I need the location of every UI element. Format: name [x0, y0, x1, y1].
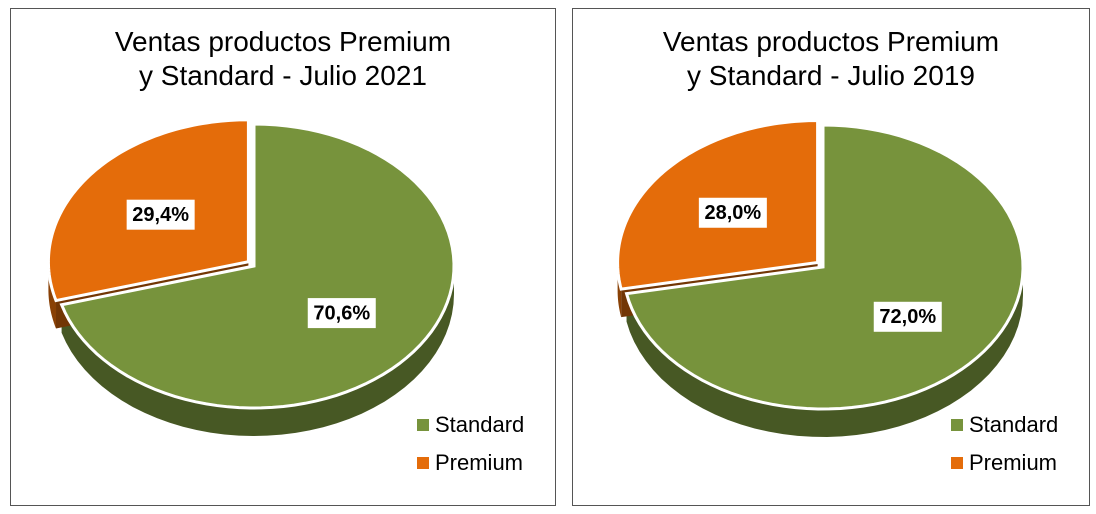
legend-label: Standard: [435, 412, 524, 437]
legend-label: Premium: [435, 450, 523, 475]
value-labels: 72,0% 28,0%: [698, 197, 942, 332]
legend-swatch: [417, 457, 429, 469]
value-label: 72,0%: [879, 306, 936, 328]
value-label-box: [307, 298, 376, 329]
chart-title: Ventas productos Premium y Standard - Ju…: [662, 26, 1000, 91]
value-label-box: [698, 197, 767, 228]
pie-tops: [616, 119, 1025, 411]
slice: [624, 123, 1025, 411]
value-label: 29,4%: [132, 204, 189, 226]
value-label: 70,6%: [313, 302, 370, 324]
legend-swatch: [951, 419, 963, 431]
legend-label: Standard: [969, 412, 1058, 437]
value-labels: 70,6% 29,4%: [126, 199, 376, 329]
legend-swatch: [951, 457, 963, 469]
slice-side: [48, 261, 57, 329]
legend-label: Premium: [969, 450, 1057, 475]
chart-panel: 70,6% 29,4% Standard Premium Ventas producto…: [10, 8, 556, 506]
value-label-box: [126, 199, 195, 230]
chart-panel: 72,0% 28,0% Standard Premium Ventas producto…: [572, 8, 1090, 506]
pie-tops: [46, 118, 456, 410]
slice: [59, 122, 456, 410]
value-label: 28,0%: [704, 202, 761, 224]
value-label-box: [873, 301, 942, 332]
slice-side: [626, 267, 1023, 437]
slice-side: [61, 266, 454, 436]
chart-title: Ventas productos Premium y Standard - Ju…: [114, 26, 452, 91]
chart: 72,0% 28,0% Standard Premium: [616, 119, 1058, 475]
legend-swatch: [417, 419, 429, 431]
chart: 70,6% 29,4% Standard Premium: [46, 118, 524, 475]
